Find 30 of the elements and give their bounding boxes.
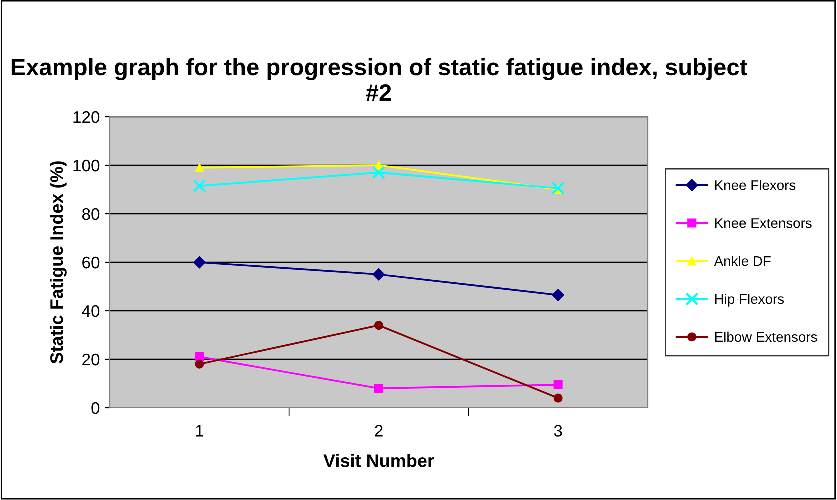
point — [193, 256, 206, 269]
x-tick-label: 1 — [196, 425, 204, 437]
x-tick-label: 2 — [375, 425, 383, 437]
legend-label: Knee Flexors — [715, 180, 796, 190]
point — [554, 380, 563, 390]
x-axis-title: Visit Number — [324, 454, 434, 468]
point — [195, 163, 204, 172]
y-tick-label: 0 — [92, 402, 100, 414]
x-tick-label: 3 — [554, 425, 562, 437]
point — [195, 360, 204, 369]
chart-title: Example graph for the progression of static fatigue index, subject #2 — [12, 58, 748, 101]
y-tick-label: 60 — [82, 256, 100, 269]
y-tick-label: 80 — [82, 208, 100, 220]
point — [374, 321, 384, 330]
point — [372, 166, 386, 180]
y-tick-label: 20 — [82, 354, 100, 366]
y-tick-label: 120 — [74, 111, 100, 124]
point — [552, 288, 565, 302]
legend-label: Knee Extensors — [715, 218, 812, 228]
legend-label: Hip Flexors — [715, 294, 784, 307]
point — [554, 394, 563, 403]
y-tick-label: 40 — [82, 305, 100, 318]
point — [552, 182, 565, 196]
legend-label: Ankle DF — [714, 256, 771, 266]
legend-label: Elbow Extensors — [715, 332, 818, 342]
point — [374, 384, 384, 394]
point — [193, 180, 206, 193]
y-axis-title: Static Fatigue Index (%) — [50, 162, 67, 364]
y-tick-label: 100 — [74, 160, 100, 172]
point — [372, 268, 386, 281]
